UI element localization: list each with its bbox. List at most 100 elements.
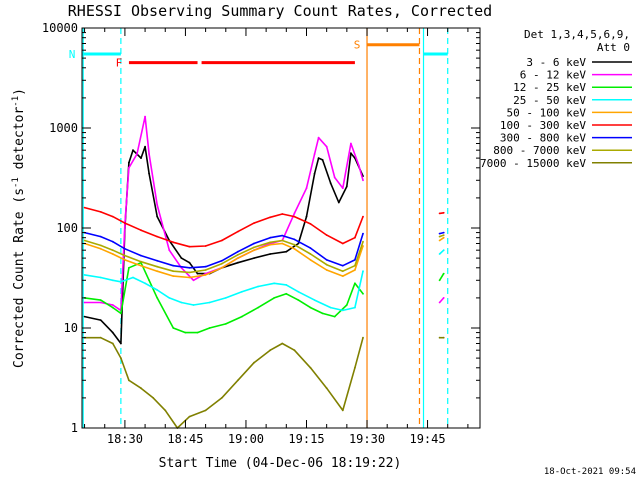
data-point <box>148 172 151 175</box>
data-point <box>99 319 102 321</box>
data-point <box>156 289 159 291</box>
data-point <box>313 153 316 155</box>
data-point <box>237 261 239 264</box>
series-line <box>439 249 445 255</box>
data-point <box>99 299 102 301</box>
data-point <box>329 306 332 309</box>
data-point <box>220 262 223 265</box>
data-point <box>127 161 130 164</box>
data-point <box>132 149 134 152</box>
data-point <box>83 274 86 276</box>
data-point <box>442 234 445 237</box>
data-point <box>293 215 296 218</box>
data-point <box>442 231 445 234</box>
data-point <box>140 387 142 390</box>
data-point <box>281 234 284 237</box>
data-point <box>120 357 122 359</box>
data-point <box>273 297 276 299</box>
series-line <box>84 206 364 248</box>
data-point <box>317 136 320 139</box>
data-point <box>180 301 183 304</box>
series-line <box>84 239 364 274</box>
data-point <box>220 266 223 269</box>
data-point <box>188 276 191 279</box>
data-point <box>180 257 183 259</box>
data-point <box>269 241 272 244</box>
data-point <box>111 342 114 345</box>
x-tick-label: 19:00 <box>228 432 264 446</box>
data-point <box>354 236 356 239</box>
data-point <box>345 185 348 188</box>
data-point <box>325 234 328 237</box>
legend-entry-label: 100 - 300 keV <box>500 119 586 132</box>
plot-area: F N S <box>69 27 481 429</box>
data-point <box>354 259 356 261</box>
data-point <box>438 253 441 255</box>
data-point <box>253 249 255 252</box>
data-point <box>140 260 142 263</box>
data-point <box>237 379 239 382</box>
data-point <box>253 242 255 245</box>
data-point <box>354 366 356 369</box>
data-point <box>325 263 328 266</box>
data-point <box>196 331 199 334</box>
data-point <box>188 271 191 274</box>
data-point <box>309 223 312 225</box>
data-point <box>309 259 312 261</box>
data-point <box>253 361 255 364</box>
data-point <box>337 201 340 204</box>
data-point <box>188 415 191 418</box>
data-point <box>144 145 147 148</box>
series-line <box>84 242 364 279</box>
series-line <box>439 297 445 304</box>
data-point <box>362 232 364 235</box>
data-point <box>111 279 114 282</box>
data-point <box>305 215 308 218</box>
timestamp: 18-Oct-2021 09:54 <box>544 467 636 477</box>
data-point <box>111 304 114 306</box>
flag-label: F <box>116 57 123 70</box>
data-point <box>438 235 441 238</box>
data-point <box>172 270 175 273</box>
data-point <box>99 301 102 304</box>
data-point <box>293 247 296 250</box>
x-tick-label: 19:45 <box>409 432 445 446</box>
data-point <box>184 331 187 334</box>
data-point <box>132 276 134 279</box>
data-point <box>285 292 288 295</box>
data-point <box>83 301 86 304</box>
data-point <box>269 236 272 239</box>
data-point <box>172 264 175 267</box>
data-point <box>257 285 259 288</box>
data-point <box>99 336 102 339</box>
data-point <box>99 244 102 247</box>
data-point <box>341 309 344 312</box>
data-point <box>188 261 191 264</box>
data-point <box>237 253 239 256</box>
data-point <box>164 409 167 412</box>
data-point <box>281 239 284 242</box>
data-point <box>124 222 126 225</box>
data-point <box>156 265 159 268</box>
data-point <box>354 264 356 267</box>
series-line <box>84 336 364 429</box>
data-point <box>438 336 441 339</box>
data-point <box>358 164 360 167</box>
data-point <box>442 297 445 299</box>
plot-frame <box>81 27 481 429</box>
data-point <box>99 247 102 250</box>
data-point <box>341 275 344 277</box>
x-tick-label: 19:15 <box>288 432 324 446</box>
data-point <box>224 297 227 299</box>
data-point <box>325 269 328 271</box>
data-point <box>313 172 316 175</box>
data-point <box>83 206 86 209</box>
data-point <box>124 259 126 261</box>
series-line <box>84 231 364 269</box>
data-point <box>220 259 223 262</box>
data-point <box>269 253 272 255</box>
data-point <box>156 235 159 238</box>
data-point <box>144 115 147 118</box>
data-point <box>120 280 122 283</box>
